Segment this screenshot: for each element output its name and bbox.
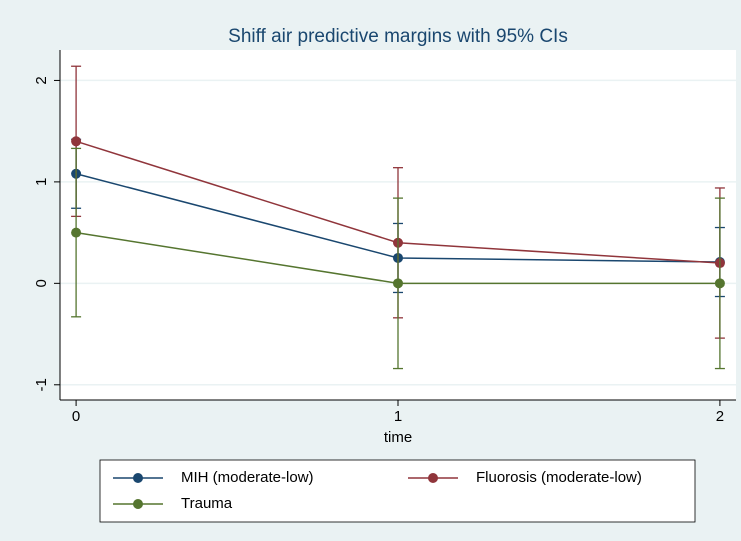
y-tick-label: -1 [33, 378, 50, 391]
legend-marker [133, 499, 143, 509]
y-tick-label: 1 [33, 178, 50, 186]
x-tick-label: 1 [394, 408, 402, 425]
y-tick-label: 0 [33, 279, 50, 287]
point [393, 278, 403, 289]
point [71, 227, 82, 238]
chart-title: Shiff air predictive margins with 95% CI… [228, 26, 568, 47]
x-tick-label: 0 [72, 408, 80, 425]
legend-label: Fluorosis (moderate-low) [476, 469, 642, 486]
legend-marker [428, 473, 438, 483]
point [714, 278, 725, 289]
y-tick-label: 2 [33, 76, 50, 84]
legend-marker [133, 473, 143, 483]
point [71, 136, 82, 147]
x-tick-label: 2 [716, 408, 724, 425]
x-axis-title: time [384, 429, 412, 446]
legend-label: Trauma [181, 495, 233, 512]
legend-label: MIH (moderate-low) [181, 469, 314, 486]
legend [99, 459, 696, 523]
